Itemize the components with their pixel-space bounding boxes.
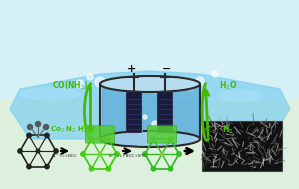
Polygon shape [0, 99, 299, 189]
Circle shape [28, 125, 33, 129]
Circle shape [138, 129, 142, 133]
Circle shape [151, 137, 156, 142]
Polygon shape [102, 86, 198, 137]
Text: H$_2$O: H$_2$O [219, 80, 237, 92]
Text: Ni²⁺+L+BDC: Ni²⁺+L+BDC [52, 154, 78, 158]
Circle shape [76, 80, 84, 88]
Bar [0, 101, 299, 189]
Text: −: − [162, 64, 172, 74]
Text: Co$_2$ N$_2$ H$_2$O: Co$_2$ N$_2$ H$_2$O [50, 125, 94, 135]
Text: H$_2$: H$_2$ [222, 123, 234, 136]
Circle shape [87, 74, 93, 80]
Polygon shape [10, 71, 290, 139]
Circle shape [151, 167, 156, 171]
FancyBboxPatch shape [147, 126, 177, 143]
Circle shape [45, 164, 49, 169]
Circle shape [36, 149, 40, 153]
Circle shape [95, 77, 105, 87]
Circle shape [163, 117, 167, 121]
Circle shape [43, 125, 48, 129]
Circle shape [106, 167, 111, 171]
Ellipse shape [20, 88, 80, 100]
FancyBboxPatch shape [126, 91, 141, 132]
Text: +: + [127, 64, 137, 74]
Circle shape [106, 137, 111, 142]
Polygon shape [0, 0, 299, 99]
Circle shape [132, 118, 138, 124]
Circle shape [143, 152, 147, 156]
Circle shape [212, 71, 218, 77]
Ellipse shape [100, 84, 140, 94]
Ellipse shape [152, 87, 208, 98]
Circle shape [168, 137, 173, 142]
FancyBboxPatch shape [202, 121, 282, 171]
Circle shape [27, 164, 31, 169]
Circle shape [168, 167, 173, 171]
Ellipse shape [217, 91, 263, 101]
Circle shape [36, 122, 40, 126]
Circle shape [54, 149, 58, 153]
Circle shape [115, 152, 119, 156]
Circle shape [18, 149, 22, 153]
Circle shape [89, 137, 94, 142]
FancyBboxPatch shape [86, 126, 115, 143]
Circle shape [185, 81, 195, 91]
Circle shape [81, 152, 85, 156]
Circle shape [45, 133, 49, 138]
Circle shape [98, 152, 102, 156]
Circle shape [160, 152, 164, 156]
Text: Fe²⁺+L+BDC+BTC: Fe²⁺+L+BDC+BTC [109, 154, 147, 158]
Circle shape [27, 133, 31, 138]
Circle shape [89, 167, 94, 171]
Ellipse shape [100, 76, 200, 92]
Text: CO(NH$_2$)$_2$: CO(NH$_2$)$_2$ [52, 80, 92, 92]
Circle shape [177, 152, 181, 156]
Circle shape [143, 115, 147, 119]
Circle shape [152, 121, 158, 127]
Circle shape [196, 77, 204, 85]
Ellipse shape [100, 131, 200, 147]
FancyBboxPatch shape [158, 91, 173, 132]
